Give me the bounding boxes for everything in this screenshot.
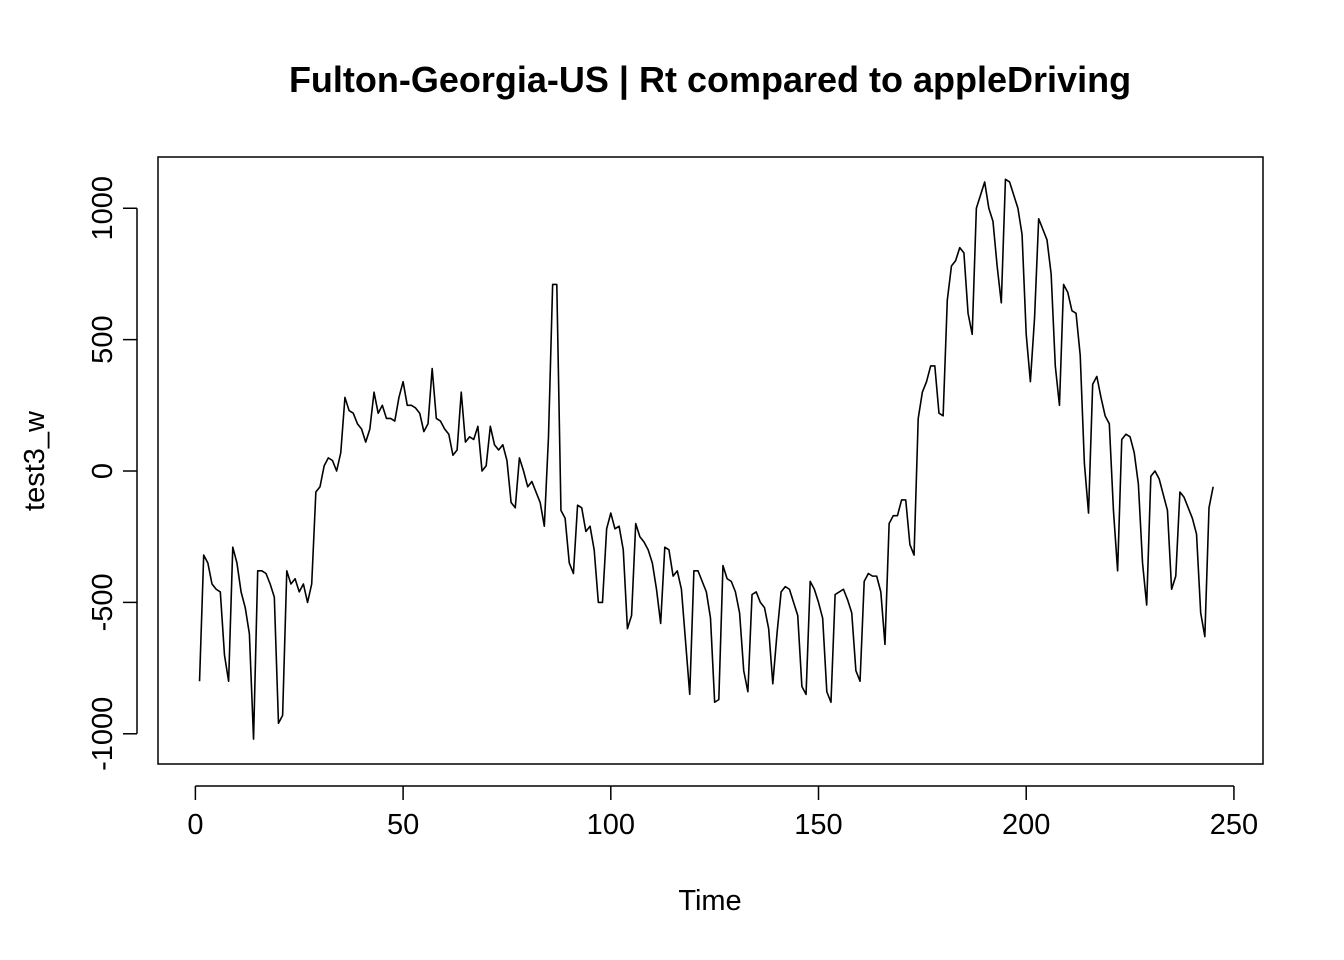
y-tick-label: 0: [87, 463, 119, 479]
y-axis-label: test3_w: [19, 410, 51, 511]
x-tick-label: 200: [1002, 809, 1050, 841]
x-tick-label: 100: [587, 809, 635, 841]
y-tick-label: 500: [87, 315, 119, 363]
x-tick-label: 0: [187, 809, 203, 841]
x-axis-label: Time: [678, 885, 741, 917]
x-tick-label: 150: [794, 809, 842, 841]
x-tick-label: 250: [1210, 809, 1258, 841]
y-tick-label: -500: [87, 573, 119, 631]
y-tick-label: 1000: [87, 176, 119, 241]
x-tick-label: 50: [387, 809, 419, 841]
y-axis: -1000 -500 0 500 1000: [87, 176, 138, 771]
plot-frame: [157, 156, 1264, 765]
x-axis: 0 50 100 150 200 250: [187, 785, 1258, 841]
y-tick-label: -1000: [87, 697, 119, 771]
series-line: [198, 178, 1214, 740]
chart-title: Fulton-Georgia-US | Rt compared to apple…: [289, 59, 1131, 101]
